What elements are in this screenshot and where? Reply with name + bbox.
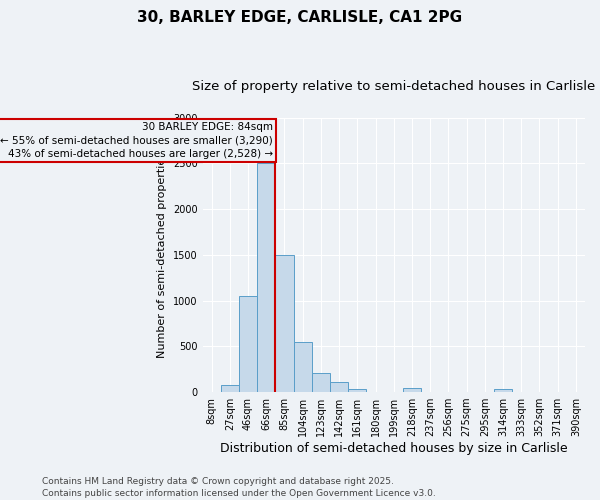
Bar bbox=[312, 373, 330, 392]
Bar bbox=[221, 385, 239, 392]
Y-axis label: Number of semi-detached properties: Number of semi-detached properties bbox=[157, 152, 167, 358]
Bar bbox=[275, 255, 293, 392]
Bar bbox=[257, 164, 275, 392]
Text: 30 BARLEY EDGE: 84sqm
← 55% of semi-detached houses are smaller (3,290)
43% of s: 30 BARLEY EDGE: 84sqm ← 55% of semi-deta… bbox=[0, 122, 272, 158]
Bar bbox=[330, 382, 348, 392]
Title: Size of property relative to semi-detached houses in Carlisle: Size of property relative to semi-detach… bbox=[192, 80, 595, 93]
Text: Contains HM Land Registry data © Crown copyright and database right 2025.
Contai: Contains HM Land Registry data © Crown c… bbox=[42, 476, 436, 498]
Bar bbox=[348, 390, 367, 392]
Bar bbox=[239, 296, 257, 392]
Bar bbox=[494, 390, 512, 392]
X-axis label: Distribution of semi-detached houses by size in Carlisle: Distribution of semi-detached houses by … bbox=[220, 442, 568, 455]
Bar bbox=[293, 342, 312, 392]
Bar bbox=[403, 388, 421, 392]
Text: 30, BARLEY EDGE, CARLISLE, CA1 2PG: 30, BARLEY EDGE, CARLISLE, CA1 2PG bbox=[137, 10, 463, 25]
